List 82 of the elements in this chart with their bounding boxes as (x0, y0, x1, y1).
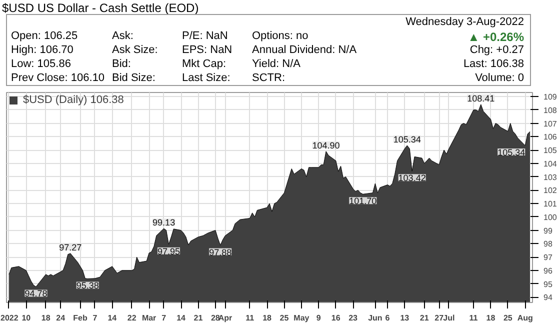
x-tick-label: 18 (486, 314, 496, 322)
annotation: 104.90 (312, 140, 340, 150)
y-tick-label: 96 (544, 266, 553, 276)
y-tick-label: 102 (544, 186, 558, 196)
annotation: 108.41 (467, 93, 495, 104)
x-tick-label: Mar (142, 314, 156, 322)
text: High: 106.70 (11, 43, 74, 58)
x-tick-label: May (294, 314, 310, 322)
x-tick-label: 14 (176, 314, 186, 322)
x-tick-label: Apr (218, 314, 232, 322)
annotation: 103.42 (398, 173, 426, 184)
x-tick-label: 27 (434, 314, 444, 322)
text: Wednesday 3-Aug-2022 (406, 15, 524, 30)
annotation: 97.95 (157, 246, 180, 256)
y-tick-label: 105 (544, 146, 558, 156)
y-tick-label: 106 (544, 132, 558, 142)
x-tick-label: 23 (348, 314, 358, 322)
annotation: 95.38 (76, 280, 99, 291)
text: Last: 106.38 (463, 57, 524, 72)
annotation: 105.34 (393, 134, 421, 144)
y-tick-label: 101 (544, 200, 558, 209)
text: SCTR: (252, 71, 285, 86)
x-tick-label: 7 (92, 314, 98, 322)
x-tick-label: 21 (420, 314, 430, 322)
x-tick-label: 2022 (0, 314, 19, 322)
text: Chg: +0.27 (470, 43, 524, 58)
x-tick-label: 13 (400, 314, 410, 322)
x-tick-label: 25 (280, 314, 290, 322)
annotation: 105.34 (498, 147, 526, 158)
x-tick-label: 24 (56, 314, 66, 322)
x-tick-label: 14 (108, 314, 118, 322)
y-tick-label: 98 (544, 240, 553, 249)
annotation: 99.13 (152, 218, 176, 228)
text: EPS: NaN (182, 43, 232, 58)
annotation: 101.70 (349, 196, 377, 206)
y-tick-label: 94 (544, 293, 553, 302)
text: Volume: 0 (475, 71, 524, 86)
x-tick-label: 10 (22, 314, 32, 322)
text: Low: 105.86 (11, 57, 71, 72)
annotation: 97.88 (209, 247, 232, 258)
text: Ask Size: (112, 43, 158, 58)
y-tick-label: 107 (544, 119, 558, 128)
text: Annual Dividend: N/A (252, 43, 357, 58)
text: P/E: NaN (182, 29, 228, 44)
y-tick-label: 100 (544, 212, 558, 222)
legend-label: $USD (Daily) 106.38 (23, 94, 124, 106)
x-tick-label: Feb (73, 314, 88, 322)
text: Last Size: (182, 71, 230, 86)
y-tick-label: 95 (544, 280, 553, 289)
x-tick-label: 7 (162, 314, 167, 322)
text: Open: 106.25 (11, 29, 78, 44)
x-tick-label: 11 (469, 314, 478, 322)
y-tick-label: 97 (544, 253, 553, 262)
y-tick-label: 104 (544, 159, 558, 168)
text: Mkt Cap: (182, 57, 226, 72)
annotation: 97.27 (59, 242, 82, 252)
x-tick-label: 18 (41, 314, 51, 322)
x-tick-label: 22 (127, 314, 137, 322)
chart-title: $USD US Dollar - Cash Settle (EOD) (2, 1, 199, 15)
text: Bid Size: (112, 71, 156, 86)
text: Yield: N/A (252, 57, 301, 72)
text: ▲ +0.26% (468, 29, 524, 45)
y-tick-label: 108 (544, 106, 558, 115)
x-tick-label: 25 (503, 314, 513, 322)
x-tick-label: 28 (210, 314, 220, 322)
y-tick-label: 109 (544, 92, 558, 102)
y-tick-label: 99 (544, 226, 553, 236)
x-tick-label: 6 (385, 314, 390, 322)
text: Prev Close: 106.10 (11, 71, 105, 86)
x-tick-label: Jul (443, 314, 455, 322)
y-tick-label: 103 (544, 172, 558, 182)
text: Bid: (112, 57, 131, 72)
x-tick-label: 16 (331, 314, 341, 322)
text: Ask: (112, 29, 134, 44)
x-tick-label: 18 (262, 314, 272, 322)
x-tick-label: 11 (246, 314, 255, 322)
annotation: 94.78 (24, 288, 48, 299)
x-tick-label: Aug (517, 314, 534, 322)
x-tick-label: 9 (316, 314, 322, 322)
x-tick-label: Jun (368, 314, 382, 322)
x-tick-label: 21 (194, 314, 204, 322)
text: Options: no (252, 29, 308, 44)
